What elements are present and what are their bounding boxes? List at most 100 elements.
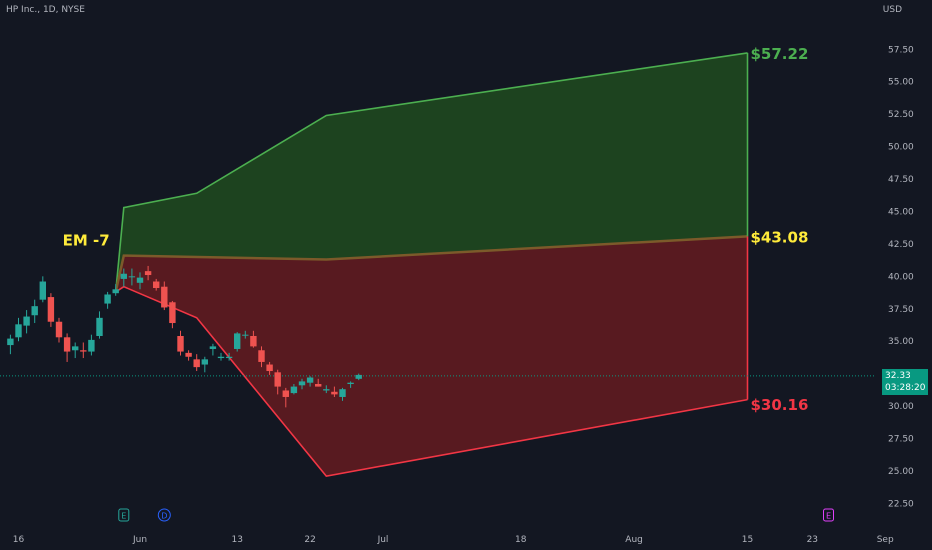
price-tick-label: 22.50 bbox=[888, 499, 914, 509]
candle bbox=[144, 265, 152, 281]
candle bbox=[136, 272, 144, 290]
candle-body bbox=[225, 356, 233, 359]
candle-body bbox=[331, 391, 338, 395]
candle bbox=[225, 352, 233, 361]
price-tick-label: 42.50 bbox=[888, 240, 914, 250]
candle-body bbox=[47, 297, 55, 322]
candle bbox=[266, 361, 273, 375]
candle bbox=[290, 384, 298, 395]
candle bbox=[128, 268, 136, 286]
candle bbox=[193, 354, 200, 372]
candle-body bbox=[290, 386, 298, 394]
price-target-label: $30.16 bbox=[751, 396, 809, 414]
candle bbox=[242, 330, 249, 339]
candle bbox=[23, 310, 30, 334]
candle-body bbox=[96, 317, 103, 336]
candle bbox=[339, 387, 346, 401]
candle-body bbox=[177, 336, 184, 352]
candle-body bbox=[120, 273, 127, 279]
time-tick-label: 23 bbox=[807, 535, 818, 545]
candle bbox=[80, 342, 87, 359]
candle-body bbox=[347, 382, 354, 384]
price-tick-label: 25.00 bbox=[888, 467, 914, 477]
candle-body bbox=[282, 390, 289, 397]
candle-body bbox=[112, 289, 119, 294]
axis-unit-label: USD bbox=[882, 5, 902, 15]
candle-body bbox=[88, 339, 95, 352]
upside-zone bbox=[115, 52, 748, 292]
candle bbox=[298, 378, 306, 390]
candle bbox=[7, 334, 14, 355]
candle-body bbox=[298, 381, 306, 386]
candle-body bbox=[306, 377, 314, 383]
candle bbox=[161, 281, 168, 311]
earnings-marker: E bbox=[118, 508, 130, 522]
candle bbox=[331, 386, 338, 397]
price-tick-label: 47.50 bbox=[888, 175, 914, 185]
marker-letter: E bbox=[826, 512, 831, 521]
candle bbox=[209, 343, 217, 356]
candle bbox=[282, 387, 289, 408]
price-target-label: $43.08 bbox=[751, 228, 809, 246]
time-tick-label: 13 bbox=[231, 535, 242, 545]
candle bbox=[258, 346, 265, 368]
em-label: EM -7 bbox=[63, 232, 110, 250]
price-axis-area[interactable] bbox=[876, 0, 932, 528]
candle bbox=[112, 284, 119, 296]
price-tick-label: 50.00 bbox=[888, 143, 914, 153]
downside-zone bbox=[115, 236, 748, 477]
candle-body bbox=[185, 352, 192, 357]
candle-body bbox=[339, 389, 346, 397]
candle-body bbox=[55, 321, 63, 338]
candle bbox=[250, 330, 257, 348]
time-tick-label: 18 bbox=[515, 535, 527, 545]
candle bbox=[347, 381, 354, 388]
price-tick-label: 30.00 bbox=[888, 402, 914, 412]
candle-body bbox=[104, 294, 111, 304]
candle bbox=[274, 369, 281, 395]
candle bbox=[315, 378, 322, 387]
marker-letter: D bbox=[161, 512, 167, 521]
candle bbox=[88, 334, 95, 356]
candle-body bbox=[201, 359, 208, 365]
candle-body bbox=[258, 350, 265, 362]
candle bbox=[55, 317, 63, 343]
candle bbox=[177, 330, 184, 356]
candle bbox=[234, 332, 241, 352]
time-tick-label: Jun bbox=[132, 535, 147, 545]
candlestick-series bbox=[7, 265, 362, 408]
marker-shape bbox=[157, 508, 171, 522]
expected-move-lines bbox=[114, 52, 749, 477]
candle-body bbox=[274, 372, 281, 387]
candle bbox=[104, 291, 111, 309]
lower-bound-line bbox=[115, 285, 748, 477]
symbol-label[interactable]: HP Inc., 1D, NYSE bbox=[6, 5, 85, 15]
candle bbox=[185, 350, 192, 361]
candle-body bbox=[242, 334, 249, 336]
price-tick-label: 37.50 bbox=[888, 305, 914, 315]
candle-body bbox=[355, 374, 362, 379]
marker-letter: E bbox=[121, 512, 126, 521]
time-tick-label: Jul bbox=[377, 535, 389, 545]
price-axis: 57.50 55.00 52.50 50.00 47.50 45.00 42.50 40.00… bbox=[888, 45, 914, 509]
candle-body bbox=[250, 336, 257, 347]
candle bbox=[47, 293, 55, 327]
time-tick-label: 16 bbox=[13, 535, 25, 545]
price-tick-label: 55.00 bbox=[888, 78, 914, 88]
price-tick-label: 40.00 bbox=[888, 272, 914, 282]
candle-body bbox=[63, 337, 71, 352]
candle bbox=[63, 333, 71, 362]
candle bbox=[306, 376, 314, 387]
price-tick-label: 27.50 bbox=[888, 434, 914, 444]
candle bbox=[15, 317, 22, 342]
candle-body bbox=[193, 359, 200, 368]
candle-body bbox=[80, 350, 87, 352]
price-target-label: $57.22 bbox=[751, 45, 809, 63]
upper-bound-line bbox=[114, 52, 748, 292]
middle-line bbox=[114, 235, 748, 293]
expected-move-labels: EM -7 $57.22 $43.08 $30.16 bbox=[63, 45, 809, 414]
candle-body bbox=[161, 286, 168, 308]
time-tick-label: 15 bbox=[742, 535, 753, 545]
candle-body bbox=[217, 356, 225, 359]
